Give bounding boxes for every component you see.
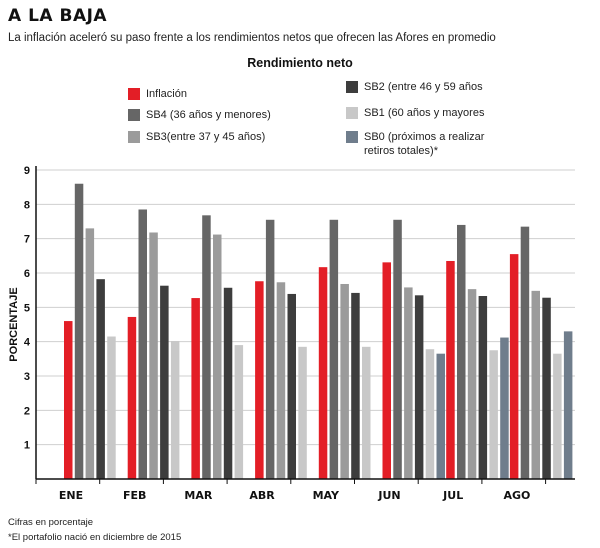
legend-label: SB4 (36 años y menores) xyxy=(146,109,271,121)
bar xyxy=(170,340,180,479)
y-tick-label: 2 xyxy=(24,405,30,417)
chart-title: A LA BAJA xyxy=(8,6,108,26)
bar xyxy=(362,346,371,479)
x-tick-label: JUN xyxy=(377,489,400,502)
bar xyxy=(298,346,307,479)
x-tick-label: MAY xyxy=(313,489,340,502)
bar xyxy=(520,226,530,479)
bar xyxy=(234,345,244,479)
y-tick-label: 9 xyxy=(24,165,30,177)
x-tick-label: FEB xyxy=(123,489,146,502)
bar xyxy=(425,349,435,479)
bar xyxy=(265,219,275,480)
y-tick-label: 4 xyxy=(24,337,31,349)
bar xyxy=(85,228,95,479)
legend-label: SB2 (entre 46 y 59 años xyxy=(364,81,483,93)
legend-swatch xyxy=(128,109,140,121)
legend-swatch xyxy=(346,131,358,143)
y-tick-label: 3 xyxy=(24,371,30,383)
bar xyxy=(563,331,573,479)
bar xyxy=(393,219,402,480)
bar xyxy=(160,285,169,479)
bar xyxy=(287,293,296,479)
legend-swatch xyxy=(128,88,140,100)
legend-swatch xyxy=(346,81,358,93)
bar xyxy=(489,350,498,479)
bar xyxy=(202,215,211,479)
legend-label: SB1 (60 años y mayores xyxy=(364,107,485,119)
bar xyxy=(276,282,286,479)
bar xyxy=(446,260,455,479)
x-tick-label: ABR xyxy=(249,489,275,502)
bar xyxy=(414,295,424,479)
x-tick-label: AGO xyxy=(503,489,530,502)
legend-label: SB3(entre 37 y 45 años) xyxy=(146,131,266,143)
legend-item-inflacion: Inflación xyxy=(128,87,187,101)
bar xyxy=(404,287,413,479)
bar xyxy=(127,316,137,479)
bar xyxy=(531,290,540,479)
bar xyxy=(213,234,222,479)
bar xyxy=(457,224,466,479)
bar xyxy=(107,336,116,479)
x-tick-label: ENE xyxy=(59,489,83,502)
y-tick-label: 5 xyxy=(24,302,30,314)
bar xyxy=(74,183,84,479)
bar xyxy=(64,321,73,479)
legend-title: Rendimiento neto xyxy=(247,56,353,70)
x-tick-label: JUL xyxy=(442,489,463,502)
legend-label: SB0 (próximos a realizar retiros totales… xyxy=(364,131,485,157)
bar xyxy=(478,296,488,479)
bar xyxy=(467,289,477,479)
bar xyxy=(223,287,233,479)
legend-item-sb0: SB0 (próximos a realizar retiros totales… xyxy=(346,130,484,158)
bar xyxy=(500,337,509,479)
x-tick-label: MAR xyxy=(184,489,212,502)
legend-swatch xyxy=(346,107,358,119)
legend-item-sb2: SB2 (entre 46 y 59 años xyxy=(346,80,483,94)
legend-swatch xyxy=(128,131,140,143)
bar xyxy=(329,219,339,480)
bar xyxy=(255,281,264,479)
bar xyxy=(382,262,391,479)
chart-subtitle: La inflación aceleró su paso frente a lo… xyxy=(8,32,496,44)
legend-item-sb4: SB4 (36 años y menores) xyxy=(128,108,271,122)
footnote-units: Cifras en porcentaje xyxy=(8,517,94,528)
y-tick-label: 7 xyxy=(24,234,30,246)
bar xyxy=(340,283,349,479)
y-axis-label: PORCENTAJE xyxy=(8,287,20,361)
bar xyxy=(191,298,200,479)
bar xyxy=(318,267,328,479)
y-tick-label: 8 xyxy=(24,199,30,211)
footnote-note: *El portafolio nació en diciembre de 201… xyxy=(8,532,182,543)
legend-item-sb1: SB1 (60 años y mayores xyxy=(346,106,484,120)
y-tick-label: 1 xyxy=(24,440,30,452)
bar xyxy=(96,279,105,479)
bar xyxy=(542,297,551,479)
bar xyxy=(509,254,519,479)
y-tick-label: 6 xyxy=(24,268,30,280)
legend-label: Inflación xyxy=(146,88,187,100)
bar xyxy=(138,209,147,479)
legend-item-sb3: SB3(entre 37 y 45 años) xyxy=(128,130,265,144)
bar xyxy=(149,232,158,479)
bar xyxy=(436,353,445,479)
bar xyxy=(553,353,562,479)
bar xyxy=(351,292,360,479)
